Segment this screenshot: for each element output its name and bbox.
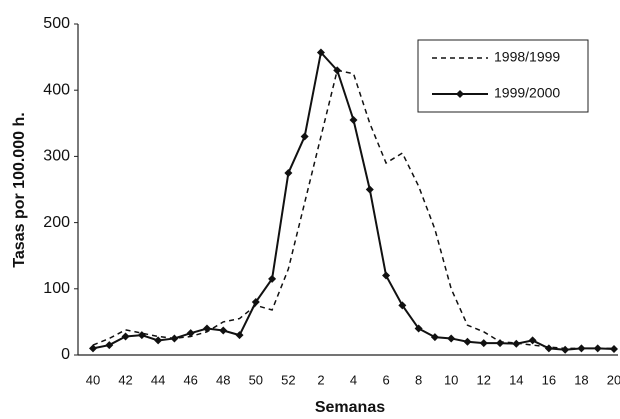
x-axis-label: Semanas bbox=[315, 399, 385, 416]
y-tick-label: 300 bbox=[43, 148, 70, 165]
y-axis-label: Tasas por 100.000 h. bbox=[11, 112, 28, 267]
x-tick-label: 20 bbox=[607, 372, 620, 387]
point-marker bbox=[528, 336, 537, 345]
point-marker bbox=[137, 331, 146, 340]
x-tick-label: 4 bbox=[350, 372, 357, 387]
point-marker bbox=[219, 326, 228, 335]
point-marker bbox=[186, 329, 195, 338]
point-marker bbox=[202, 324, 211, 333]
point-marker bbox=[463, 337, 472, 346]
point-marker bbox=[382, 271, 391, 280]
point-marker bbox=[365, 185, 374, 194]
x-tick-label: 2 bbox=[317, 372, 324, 387]
point-marker bbox=[610, 345, 618, 354]
legend-box bbox=[417, 39, 589, 113]
x-tick-label: 48 bbox=[216, 372, 230, 387]
point-marker bbox=[316, 48, 325, 57]
point-marker bbox=[251, 298, 260, 307]
point-marker bbox=[479, 339, 488, 348]
y-tick-label: 200 bbox=[43, 214, 70, 231]
x-tick-label: 44 bbox=[151, 372, 165, 387]
point-marker bbox=[430, 333, 439, 342]
x-tick-label: 10 bbox=[444, 372, 458, 387]
point-marker bbox=[414, 324, 423, 333]
point-marker bbox=[349, 115, 358, 124]
y-tick-label: 100 bbox=[43, 280, 70, 297]
point-marker bbox=[577, 344, 586, 353]
point-marker bbox=[544, 344, 553, 353]
point-marker bbox=[170, 334, 179, 343]
point-marker bbox=[268, 274, 277, 283]
point-marker bbox=[284, 168, 293, 177]
point-marker bbox=[333, 66, 342, 75]
y-tick-label: 0 bbox=[61, 346, 70, 363]
legend-label: 1998/1999 bbox=[494, 49, 560, 65]
point-marker bbox=[398, 301, 407, 310]
series-line bbox=[92, 69, 614, 350]
point-marker bbox=[593, 344, 602, 353]
point-marker bbox=[496, 339, 505, 348]
point-marker bbox=[447, 334, 456, 343]
legend-label: 1999/2000 bbox=[494, 85, 560, 101]
x-tick-label: 52 bbox=[281, 372, 295, 387]
point-marker bbox=[154, 336, 163, 345]
x-tick-label: 8 bbox=[415, 372, 422, 387]
y-tick-label: 500 bbox=[43, 15, 70, 32]
point-marker bbox=[89, 344, 97, 353]
x-tick-label: 6 bbox=[382, 372, 389, 387]
point-marker bbox=[561, 345, 570, 354]
x-tick-label: 46 bbox=[183, 372, 197, 387]
x-tick-label: 12 bbox=[477, 372, 491, 387]
x-tick-label: 40 bbox=[86, 372, 100, 387]
x-tick-label: 18 bbox=[574, 372, 588, 387]
x-tick-label: 16 bbox=[542, 372, 556, 387]
point-marker bbox=[512, 339, 521, 348]
legend-marker bbox=[456, 90, 464, 98]
x-tick-label: 50 bbox=[249, 372, 263, 387]
point-marker bbox=[235, 331, 244, 340]
y-tick-label: 400 bbox=[43, 81, 70, 98]
x-tick-label: 14 bbox=[509, 372, 523, 387]
x-tick-label: 42 bbox=[118, 372, 132, 387]
point-marker bbox=[121, 332, 130, 341]
point-marker bbox=[300, 132, 309, 141]
point-marker bbox=[105, 341, 114, 350]
